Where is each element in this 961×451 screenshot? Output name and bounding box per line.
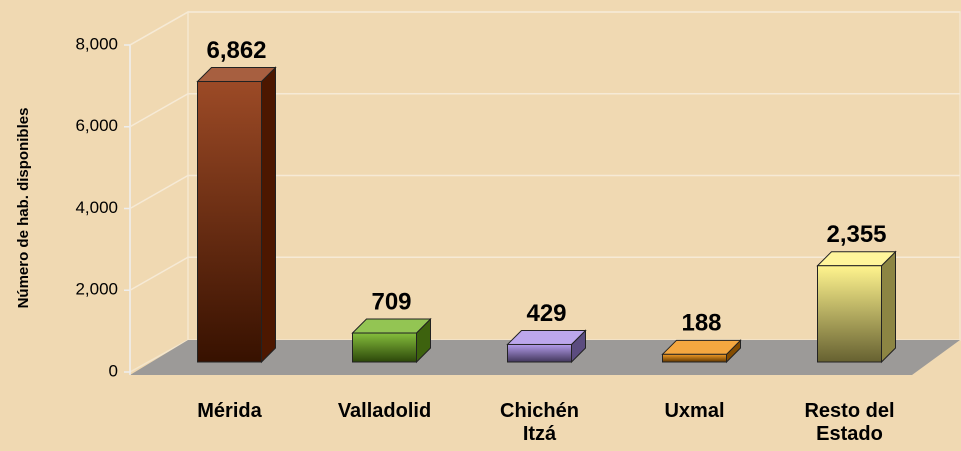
y-axis-label: Número de hab. disponibles (15, 108, 32, 309)
bar (352, 332, 417, 363)
value-label: 6,862 (206, 37, 266, 64)
x-tick-label: Uxmal (664, 400, 725, 422)
grid-line (129, 11, 960, 46)
bar (507, 343, 572, 363)
bar-side (261, 66, 276, 364)
grid-line (129, 93, 960, 128)
grid-line (129, 256, 960, 291)
bar-top (351, 318, 432, 334)
value-label: 2,355 (826, 221, 886, 248)
y-tick-label: 0 (109, 361, 118, 380)
bar (817, 265, 882, 363)
bar-side (881, 250, 896, 364)
grid-line (129, 174, 960, 210)
x-tick-label: Valladolid (337, 400, 432, 422)
bar-top (506, 329, 587, 345)
x-tick-label: Resto del Estado (804, 400, 895, 445)
y-tick-label: 8,000 (75, 34, 118, 53)
bar-top (661, 339, 742, 355)
value-label: 188 (681, 310, 721, 337)
y-tick-label: 6,000 (75, 116, 118, 135)
value-label: 709 (371, 288, 411, 315)
y-tick-label: 2,000 (75, 280, 118, 299)
value-label: 429 (526, 300, 566, 327)
bar (662, 353, 727, 363)
bar-top (816, 251, 897, 267)
x-tick-label: Mérida (197, 400, 262, 422)
x-tick-label: Chichén Itzá (500, 400, 579, 445)
y-tick-label: 4,000 (75, 198, 118, 217)
bar (197, 81, 262, 363)
bar-top (196, 67, 277, 83)
